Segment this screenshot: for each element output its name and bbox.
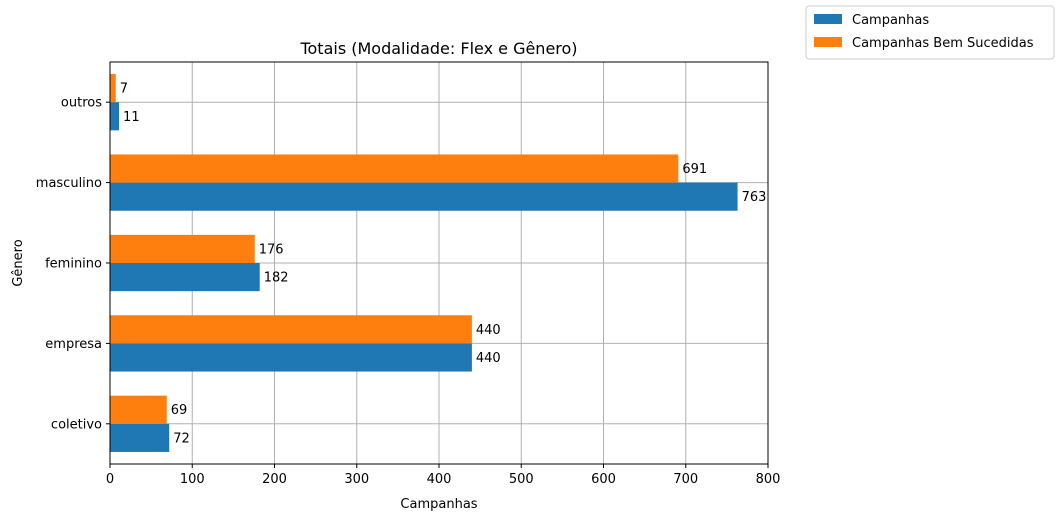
legend-swatch [814, 37, 842, 47]
bar-value-label: 763 [742, 190, 767, 205]
bar-bem-sucedidas [110, 315, 472, 344]
x-tick-label: 700 [673, 472, 698, 487]
x-axis-label: Campanhas [400, 497, 477, 512]
x-tick-label: 0 [106, 472, 114, 487]
x-tick-label: 800 [756, 472, 781, 487]
legend-frame [805, 5, 1055, 60]
x-axis: 0 100 200 300 400 500 600 700 800 [106, 464, 781, 487]
bar-value-label: 69 [171, 403, 188, 418]
y-tick-label: masculino [36, 176, 102, 191]
legend: Campanhas Campanhas Bem Sucedidas [805, 5, 1055, 60]
bar-value-label: 440 [476, 351, 501, 366]
y-tick-label: outros [61, 96, 102, 111]
legend-label: Campanhas Bem Sucedidas [852, 36, 1034, 51]
data-labels: 72 440 182 763 11 69 440 176 691 7 [120, 82, 767, 447]
x-tick-label: 100 [180, 472, 205, 487]
bar-campanhas [110, 343, 472, 372]
bar-value-label: 176 [259, 242, 284, 257]
bar-bem-sucedidas [110, 74, 116, 103]
legend-swatch [814, 14, 842, 24]
x-tick-label: 600 [591, 472, 616, 487]
bar-campanhas [110, 263, 260, 292]
y-tick-label: empresa [45, 337, 102, 352]
chart-title: Totais (Modalidade: Flex e Gênero) [299, 39, 577, 58]
bar-bem-sucedidas [110, 154, 679, 183]
x-tick-label: 300 [344, 472, 369, 487]
bar-value-label: 691 [682, 162, 707, 177]
bar-value-label: 182 [264, 271, 289, 286]
bar-value-label: 72 [173, 431, 190, 446]
y-axis-label: Gênero [11, 239, 26, 286]
x-tick-label: 200 [262, 472, 287, 487]
bar-campanhas [110, 102, 120, 131]
x-tick-label: 400 [427, 472, 452, 487]
legend-label: Campanhas [852, 13, 929, 28]
y-axis: coletivo empresa feminino masculino outros [36, 96, 110, 432]
bar-value-label: 11 [123, 110, 140, 125]
bar-bem-sucedidas [110, 395, 167, 424]
x-tick-label: 500 [509, 472, 534, 487]
y-tick-label: coletivo [51, 417, 102, 432]
bar-value-label: 440 [476, 323, 501, 338]
bar-bem-sucedidas [110, 234, 255, 263]
bar-campanhas [110, 423, 170, 452]
bar-value-label: 7 [120, 82, 128, 97]
y-tick-label: feminino [45, 257, 102, 272]
bar-campanhas [110, 182, 738, 211]
bars [110, 74, 738, 452]
